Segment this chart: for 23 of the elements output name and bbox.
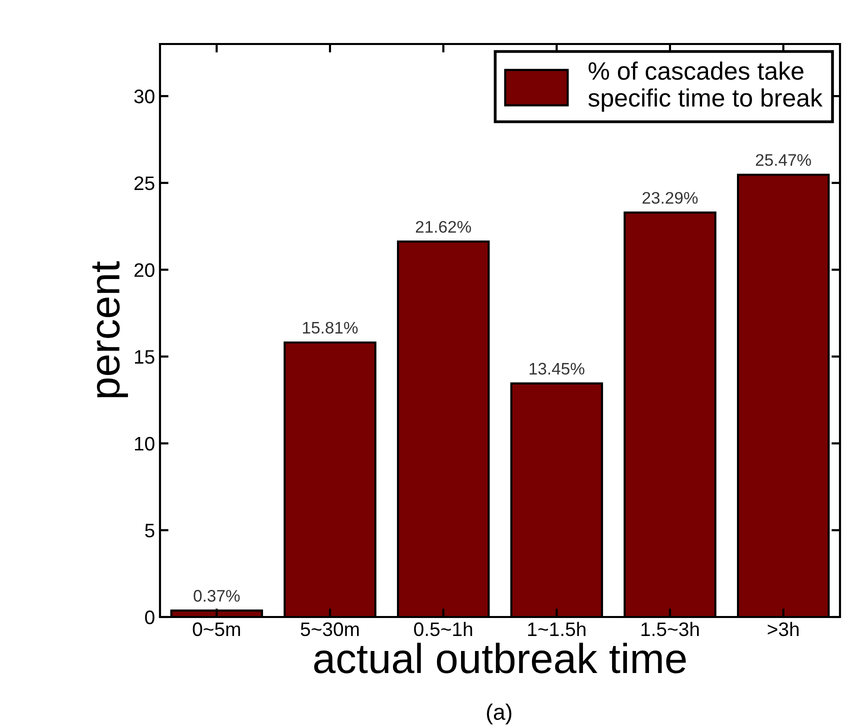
y-tick-label: 30 (134, 90, 154, 104)
y-tick-label: 0 (145, 610, 154, 624)
text: 23.29% (642, 192, 698, 204)
text: 25.47% (756, 154, 812, 166)
y-tick-label: 15 (134, 350, 154, 364)
y-tick-label: 5 (145, 524, 154, 538)
y-tick-label: 10 (134, 436, 154, 451)
y-tick-label: 25 (134, 176, 154, 190)
x-axis-title: actual outbreak time (314, 642, 686, 674)
text: 0.37% (194, 590, 240, 602)
text: 13.45% (530, 362, 584, 375)
x-tick-label: 1.5~3h (641, 622, 699, 636)
x-tick-label: >3h (768, 622, 799, 636)
y-axis-title: percent (92, 261, 128, 398)
text: (a) (486, 704, 512, 724)
x-tick-label: 5~30m (300, 622, 359, 636)
x-tick-label: 0~5m (192, 622, 240, 636)
legend-label: % of cascades take specific time to break (588, 62, 823, 112)
text: 15.81% (303, 322, 358, 334)
x-tick-label: 0.5~1h (414, 622, 472, 636)
x-tick-label: 1~1.5h (528, 622, 586, 636)
text: 21.62% (416, 220, 472, 233)
y-tick-label: 20 (134, 263, 154, 277)
